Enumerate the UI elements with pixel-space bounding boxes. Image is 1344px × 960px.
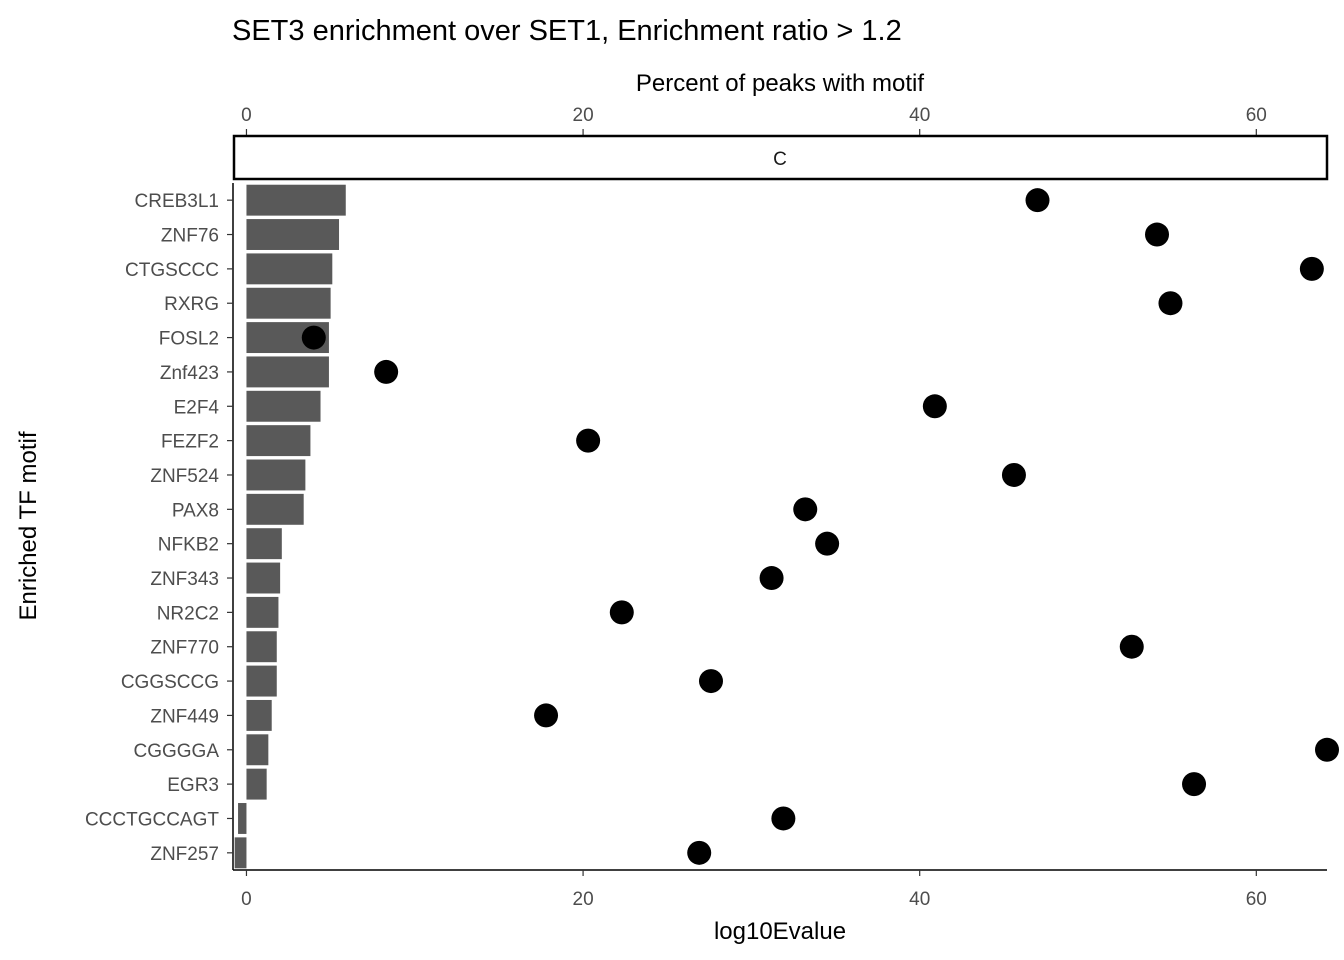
bar-ZNF449 bbox=[246, 699, 272, 731]
point-E2F4 bbox=[922, 394, 947, 419]
y-tick-label: CGGSCCG bbox=[121, 672, 219, 693]
y-tick-label: NFKB2 bbox=[158, 535, 219, 556]
bottom-axis-ticks: 0 20 40 60 bbox=[241, 870, 1267, 910]
y-tick-label: ZNF343 bbox=[150, 569, 219, 590]
bar-ZNF257 bbox=[234, 837, 247, 869]
point-Znf423 bbox=[374, 359, 399, 384]
top-axis-ticks: 0 20 40 60 bbox=[241, 105, 1267, 135]
x-axis-title: log10Evalue bbox=[714, 918, 846, 945]
point-CREB3L1 bbox=[1025, 188, 1050, 213]
top-axis-title: Percent of peaks with motif bbox=[636, 70, 924, 97]
y-tick-label: CCCTGCCAGT bbox=[85, 809, 219, 830]
bar-CREB3L1 bbox=[246, 184, 346, 216]
bar-RXRG bbox=[246, 287, 331, 319]
y-tick-label: CTGSCCC bbox=[125, 260, 219, 281]
point-ZNF449 bbox=[534, 703, 559, 728]
point-RXRG bbox=[1158, 291, 1183, 316]
point-ZNF770 bbox=[1119, 634, 1144, 659]
facet-strip: C bbox=[232, 134, 1329, 181]
top-x-tick-label: 60 bbox=[1246, 105, 1267, 126]
bar-CTGSCCC bbox=[246, 253, 333, 285]
y-tick-label: E2F4 bbox=[174, 397, 220, 418]
point-NR2C2 bbox=[609, 600, 634, 625]
top-x-tick-label: 0 bbox=[241, 105, 252, 126]
x-tick-label: 0 bbox=[241, 889, 252, 910]
y-tick-label: FEZF2 bbox=[161, 432, 219, 453]
point-EGR3 bbox=[1182, 772, 1207, 797]
point-CGGSCCG bbox=[698, 669, 723, 694]
bar-ZNF770 bbox=[246, 631, 277, 663]
point-ZNF524 bbox=[1001, 462, 1026, 487]
bar-ZNF76 bbox=[246, 219, 340, 250]
top-x-tick-label: 40 bbox=[909, 105, 930, 126]
point-NFKB2 bbox=[815, 531, 840, 556]
bar-ZNF524 bbox=[246, 459, 306, 491]
y-tick-label: PAX8 bbox=[172, 500, 219, 521]
bar-CGGGGA bbox=[246, 734, 269, 766]
bar-E2F4 bbox=[246, 390, 321, 422]
plot-panel bbox=[234, 184, 1339, 869]
bar-CGGSCCG bbox=[246, 665, 277, 697]
y-tick-label: RXRG bbox=[164, 294, 219, 315]
y-tick-label: ZNF257 bbox=[150, 844, 219, 865]
y-tick-label: EGR3 bbox=[167, 775, 219, 796]
y-axis-title: Enriched TF motif bbox=[15, 431, 42, 620]
bar-NFKB2 bbox=[246, 528, 282, 560]
y-tick-label: Znf423 bbox=[160, 363, 219, 384]
y-tick-label: CGGGGA bbox=[133, 741, 219, 762]
y-tick-label: ZNF449 bbox=[150, 706, 219, 727]
bar-EGR3 bbox=[246, 768, 267, 800]
point-ZNF257 bbox=[687, 840, 712, 865]
x-tick-label: 60 bbox=[1246, 889, 1267, 910]
y-tick-label: ZNF524 bbox=[150, 466, 219, 487]
top-x-tick-label: 20 bbox=[573, 105, 594, 126]
point-CTGSCCC bbox=[1299, 256, 1324, 281]
point-CCCTGCCAGT bbox=[771, 806, 796, 831]
facet-strip-label: C bbox=[773, 149, 787, 170]
point-ZNF76 bbox=[1145, 222, 1170, 247]
bar-NR2C2 bbox=[246, 596, 279, 628]
y-tick-label: ZNF76 bbox=[161, 226, 219, 247]
bar-FEZF2 bbox=[246, 425, 311, 457]
y-tick-label: ZNF770 bbox=[150, 638, 219, 659]
bar-ZNF343 bbox=[246, 562, 281, 594]
facet-strip-box bbox=[232, 134, 1329, 181]
y-tick-label: FOSL2 bbox=[159, 329, 219, 350]
x-tick-label: 20 bbox=[573, 889, 594, 910]
point-CGGGGA bbox=[1315, 737, 1339, 762]
x-tick-label: 40 bbox=[909, 889, 930, 910]
bar-PAX8 bbox=[246, 493, 304, 525]
chart-title: SET3 enrichment over SET1, Enrichment ra… bbox=[232, 15, 902, 47]
point-ZNF343 bbox=[759, 566, 784, 591]
y-tick-label: NR2C2 bbox=[157, 603, 219, 624]
point-PAX8 bbox=[793, 497, 818, 522]
y-tick-label: CREB3L1 bbox=[135, 191, 220, 212]
bar-Znf423 bbox=[246, 356, 329, 388]
bar-CCCTGCCAGT bbox=[238, 803, 247, 834]
y-axis-labels: CREB3L1 ZNF76 CTGSCCC RXRG FOSL2 Znf423 E2F4 FE… bbox=[85, 191, 233, 865]
point-FOSL2 bbox=[301, 325, 326, 350]
point-FEZF2 bbox=[576, 428, 601, 453]
